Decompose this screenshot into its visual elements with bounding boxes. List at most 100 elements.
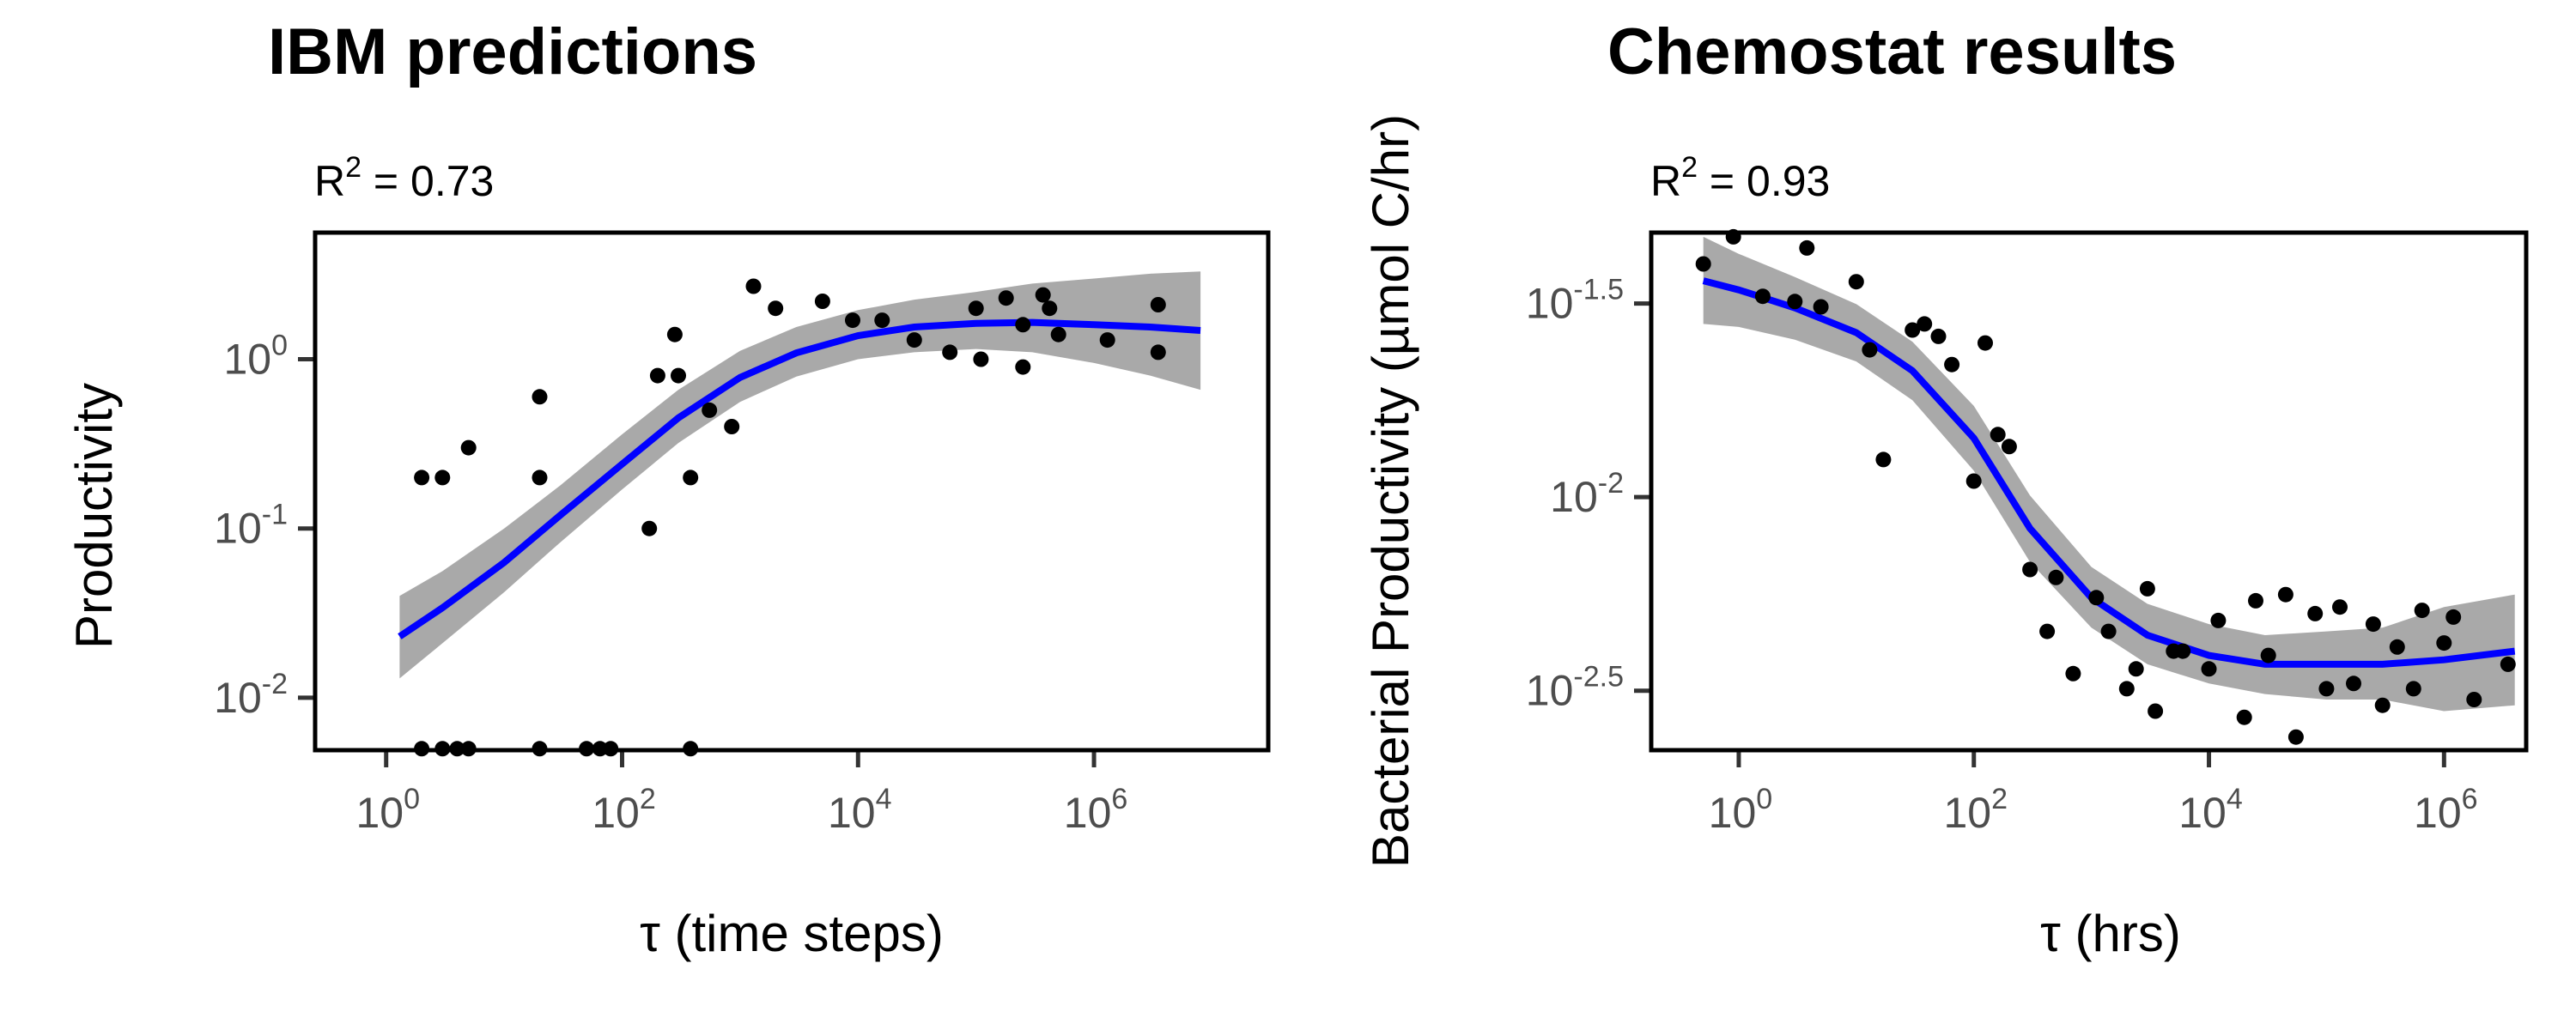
data-point (1875, 451, 1892, 468)
data-point (2088, 590, 2105, 606)
data-point (532, 470, 548, 486)
y-tick-label: 10-2 (1550, 467, 1624, 521)
x-tick-label: 106 (2414, 783, 2478, 837)
confidence-band (1703, 236, 2515, 712)
data-point (968, 300, 984, 317)
y-axis: 10-2.5 10-2 10-1.5 (1526, 274, 1651, 715)
y-tick-label: 10-1 (214, 499, 288, 553)
y-tick-label: 10-2 (214, 668, 288, 722)
data-point (1944, 356, 1960, 373)
data-point (845, 312, 860, 329)
data-point (2201, 661, 2217, 677)
data-point (2065, 665, 2081, 682)
data-point (2307, 605, 2324, 621)
data-point (2048, 569, 2064, 585)
data-point (460, 439, 477, 456)
data-point (1787, 294, 1803, 310)
confidence-band (399, 271, 1201, 679)
data-point (2346, 676, 2361, 692)
data-point (1965, 473, 1982, 489)
data-point (2139, 580, 2155, 597)
data-point (2236, 709, 2252, 725)
data-point (2389, 639, 2405, 655)
data-point (671, 367, 686, 384)
data-point (973, 351, 989, 367)
data-point (666, 326, 683, 342)
data-point (1990, 427, 2006, 443)
x-tick-label: 100 (1709, 783, 1773, 837)
data-point (2039, 623, 2056, 639)
x-tick-label: 102 (592, 783, 656, 837)
y-tick-label: 100 (223, 330, 288, 384)
plot-frame (1649, 230, 2529, 753)
data-point (2500, 656, 2516, 672)
ribbon-band (399, 271, 1201, 679)
data-point (1150, 344, 1166, 360)
data-point (745, 278, 762, 294)
data-point (1862, 342, 1878, 358)
data-point (724, 419, 740, 434)
data-point (2248, 592, 2263, 609)
data-point (2022, 561, 2038, 578)
x-tick-label: 104 (828, 783, 892, 837)
data-point (942, 344, 958, 360)
data-point (2210, 612, 2227, 628)
data-point (1015, 317, 1031, 333)
data-point (2466, 692, 2482, 707)
data-point (641, 520, 658, 536)
panel-chemostat-results: Chemostat results R2 = 0.93 Bacterial Pr… (1362, 15, 2529, 962)
data-point (1930, 328, 1947, 344)
data-point (1695, 256, 1711, 272)
data-point (2175, 643, 2191, 659)
r2-annotation: R2 = 0.73 (314, 151, 494, 205)
data-point (1848, 274, 1864, 290)
data-point (1905, 322, 1921, 338)
data-point (2148, 703, 2164, 719)
data-point (768, 300, 784, 317)
data-point (1050, 326, 1066, 342)
data-point (2374, 697, 2391, 713)
plot-frame (313, 230, 1271, 753)
data-point (532, 389, 548, 405)
data-point (1035, 287, 1051, 303)
y-tick-label: 10-2.5 (1526, 661, 1624, 715)
x-axis-title: τ (time steps) (640, 905, 944, 962)
data-point (649, 367, 665, 384)
data-point (1813, 299, 1829, 315)
data-point (2445, 609, 2462, 625)
data-point (2405, 681, 2421, 697)
data-point (414, 470, 430, 486)
panel-title: Chemostat results (1607, 15, 2177, 88)
y-axis-title: Bacterial Productivity (µmol C/hr) (1362, 114, 1419, 868)
data-point (1099, 332, 1115, 348)
y-axis: 10-2 10-1 100 (214, 330, 315, 722)
data-point (814, 294, 830, 309)
data-point (906, 332, 922, 348)
data-point (2318, 681, 2335, 697)
y-axis-title: Productivity (65, 383, 123, 649)
data-point (1917, 316, 1933, 332)
data-point (2436, 635, 2452, 651)
x-tick-label: 100 (355, 783, 420, 837)
data-point (2414, 603, 2430, 619)
data-points (414, 278, 1166, 757)
data-point (2365, 616, 2381, 633)
data-point (2260, 647, 2276, 663)
r2-annotation: R2 = 0.93 (1650, 151, 1830, 205)
y-tick-label: 10-1.5 (1526, 274, 1624, 328)
fit-curve (398, 318, 1201, 639)
panel-ibm-predictions: IBM predictions R2 = 0.73 Productivity τ… (65, 15, 1271, 962)
data-point (2100, 623, 2117, 639)
data-point (2277, 586, 2293, 603)
data-point (2001, 439, 2017, 455)
data-point (2332, 599, 2348, 615)
data-point (2118, 681, 2135, 697)
data-point (702, 402, 718, 418)
data-point (1150, 297, 1166, 312)
x-axis: 100 102 104 106 (1709, 750, 2478, 837)
x-axis-title: τ (hrs) (2040, 905, 2181, 962)
data-point (874, 312, 890, 329)
data-point (1015, 359, 1031, 375)
data-point (1042, 300, 1058, 317)
